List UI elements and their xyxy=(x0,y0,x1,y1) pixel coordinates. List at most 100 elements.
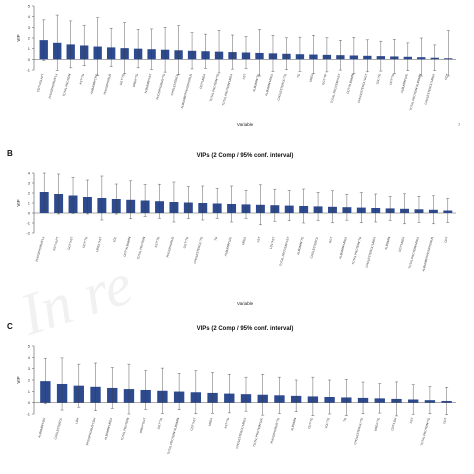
x-tick-label: TOTAL PROTEIN*LDL xyxy=(252,417,264,447)
x-tick-label: LDH xyxy=(74,417,79,424)
x-tick-label: UREA xyxy=(241,236,247,245)
x-tick-label: PHOSPHORUS*Ly xyxy=(35,236,46,262)
y-axis-label: VIP xyxy=(16,199,21,206)
panel-letter: C xyxy=(7,322,13,331)
y-tick-label: 5 xyxy=(28,4,31,9)
x-tick-label: TOTAL PROTEIN xyxy=(120,417,130,441)
y-tick-label: 3 xyxy=(28,181,31,186)
x-tick-label: CHOLESTEROL*UREA xyxy=(424,73,436,105)
chart-title: VIPs (2 Comp / 95% conf. interval) xyxy=(197,153,294,159)
x-tick-label: TOTAL PROTEIN*AST xyxy=(278,236,290,267)
y-axis-label: VIP xyxy=(16,376,21,383)
y-tick-label: 4 xyxy=(28,355,31,360)
x-tick-label: ALBUMIN xyxy=(384,236,391,250)
x-tick-label: TOTAL PROTEIN*TG xyxy=(351,236,362,265)
x-tick-label: ALBUMIN*PHOSPHORUS xyxy=(421,236,434,272)
x-tick-label: AST*TG xyxy=(154,236,161,248)
x-tick-label: PHOSPHORUS*TG xyxy=(270,417,281,444)
page-number: 7 xyxy=(458,122,461,127)
x-tick-label: AST xyxy=(242,73,247,80)
y-axis-label: VIP xyxy=(16,34,21,41)
x-tick-label: CDT*ASLAPT xyxy=(36,73,45,92)
x-tick-label: TOTAL PROTEIN*UREA xyxy=(408,236,420,269)
x-tick-label: CDT*TG xyxy=(82,236,89,249)
x-tick-label: TOTAL PROTEIN*ALBUMIN xyxy=(166,417,180,455)
x-tick-label: CHOLESTEROL xyxy=(170,73,180,96)
y-tick-label: -1 xyxy=(26,221,30,226)
x-tick-label: TOTAL PROTEIN*ALBUMIN xyxy=(409,73,423,111)
x-axis-label: Variable xyxy=(237,122,254,127)
x-tick-label: CDT*AST xyxy=(190,417,197,431)
y-tick-label: 3 xyxy=(28,366,31,371)
x-tick-label: LDL*TG xyxy=(375,73,382,85)
x-tick-label: CDT*ALBUMIN xyxy=(122,236,131,257)
x-tick-label: AST xyxy=(409,417,414,424)
y-tick-label: 0 xyxy=(28,57,31,62)
x-tick-label: ALBUMIN*UREA xyxy=(264,73,274,96)
x-tick-label: CDT*TG xyxy=(307,417,314,430)
vip-chart-b: VIPs (2 Comp / 95% conf. interval) -2 -1 0 1… xyxy=(16,153,456,306)
x-tick-label: PHOSPHORUS*LDH xyxy=(85,417,96,446)
x-tick-label: ALBUMIN*LDL xyxy=(224,236,233,257)
x-tick-label: TG xyxy=(342,417,347,423)
y-tick-label: 3 xyxy=(28,25,31,30)
x-tick-label: UREA*GGT xyxy=(139,417,147,434)
x-tick-label: UREA*TG xyxy=(373,417,381,432)
x-tick-label: UREA*AST xyxy=(95,236,103,252)
x-tick-label: CDT*UREA xyxy=(398,236,406,252)
x-tick-label: PHOSPHORUS*TG xyxy=(155,73,166,100)
y-tick-label: 5 xyxy=(28,344,31,349)
x-tick-label: ALBUMIN*CHO xyxy=(89,73,99,95)
x-tick-label: TOTAL PROTEIN*UREA xyxy=(221,73,233,106)
x-tick-label: CHOLESTEROL*UREA xyxy=(235,417,247,449)
vip-chart-c: VIPs (2 Comp / 95% conf. interval) -1 0 1 2 3… xyxy=(16,326,456,455)
x-tick-label: CDT*ALBUMIN xyxy=(346,73,355,94)
x-tick-label: UREA*TG xyxy=(132,73,140,88)
x-tick-label: ALBUMIN*PHOSPHORUS xyxy=(180,73,193,109)
x-tick-label: CDT*LDH xyxy=(390,417,397,431)
y-tick-label: -1 xyxy=(26,412,30,417)
x-tick-label: ALBUMIN*UREA xyxy=(338,236,348,259)
y-tick-label: 1 xyxy=(28,201,31,206)
panel-b: B VIPs (2 Comp / 95% conf. interval) -2 -1… xyxy=(4,147,462,312)
x-tick-label: GGT*TG xyxy=(182,236,189,249)
x-tick-label: GGT xyxy=(328,236,334,243)
y-tick-label: -1 xyxy=(26,68,30,73)
x-tick-label: CHOLESTEROL*UREA xyxy=(365,236,377,268)
x-tick-label: TOTAL PROTEIN xyxy=(136,236,146,260)
y-tick-label: 4 xyxy=(28,14,31,19)
x-tick-label: UREA xyxy=(208,417,214,426)
x-tick-label: CHOLESTEROL xyxy=(53,417,63,440)
y-tick-label: 2 xyxy=(28,191,31,196)
y-tick-label: 4 xyxy=(28,171,31,176)
x-tick-label: UREA xyxy=(308,73,314,82)
x-tick-label: GGT*TG xyxy=(119,73,126,86)
x-tick-label: GGT*AST xyxy=(67,236,74,250)
y-tick-label: 1 xyxy=(28,389,31,394)
y-tick-label: -2 xyxy=(26,231,30,236)
x-tick-label: ALBUMIN*LDL xyxy=(400,73,409,94)
x-tick-label: CDT xyxy=(443,236,449,243)
x-tick-label: ALBUMIN xyxy=(290,417,297,431)
y-tick-label: 2 xyxy=(28,36,31,41)
x-tick-label: TOTAL PROTEIN*TG xyxy=(209,73,220,102)
x-axis-label: Variable xyxy=(237,301,254,306)
x-tick-label: ALBUMIN*AST xyxy=(143,73,152,94)
x-tick-label: CDT*UREA xyxy=(199,73,207,89)
panel-c: C VIPs (2 Comp / 95% conf. interval) -1 0 1… xyxy=(4,320,462,474)
x-tick-label: ALBUMIN*UREA xyxy=(103,417,113,440)
panel-letter: B xyxy=(7,149,13,158)
x-tick-label: CHOLESTEROL xyxy=(309,236,319,259)
x-tick-label: TG xyxy=(296,73,301,79)
x-tick-label: LDL*TG xyxy=(324,417,331,429)
y-tick-label: 0 xyxy=(28,211,31,216)
x-tick-label: ALBUMIN*TG xyxy=(252,73,261,93)
x-tick-label: PHOSPHORUS xyxy=(166,236,175,258)
x-tick-label: ALBUMIN*TG xyxy=(296,236,305,256)
x-tick-label: CDT xyxy=(442,417,448,424)
x-tick-label: ALBUMIN*LDH xyxy=(37,417,46,438)
x-tick-label: LDL*AST xyxy=(269,236,276,249)
x-tick-label: TOTAL PROTEIN*TG xyxy=(420,417,431,446)
x-tick-label: TOTAL PROTEIN xyxy=(62,73,72,97)
